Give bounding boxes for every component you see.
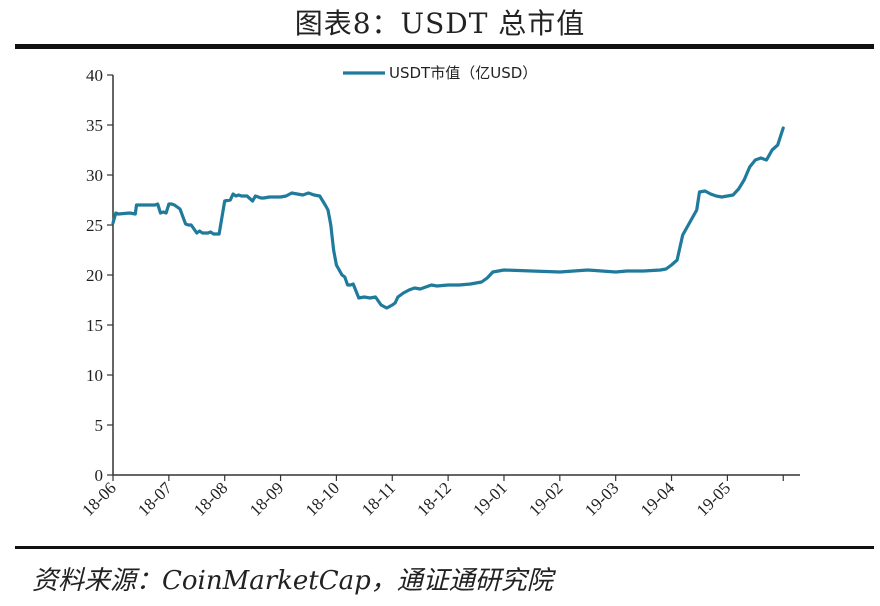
x-tick-label: 18-11 (358, 478, 399, 519)
y-tick-label: 0 (95, 466, 104, 485)
bottom-rule (15, 546, 874, 549)
legend-label: USDT市值（亿USD） (389, 64, 537, 82)
x-tick-label: 18-06 (78, 478, 119, 519)
y-tick-label: 15 (86, 316, 103, 335)
x-tick-label: 18-07 (134, 478, 176, 520)
x-tick-label: 19-03 (581, 478, 622, 519)
series-group (111, 126, 785, 310)
legend: USDT市值（亿USD） (343, 64, 537, 82)
y-tick-label: 25 (86, 216, 103, 235)
x-axis: 18-06 18-07 18-08 18-09 18-10 18-11 18-12 19-01… (78, 474, 800, 520)
x-tick-label: 18-09 (246, 478, 287, 519)
source-note: 资料来源：CoinMarketCap，通证通研究院 (32, 566, 553, 596)
x-tick-label: 19-02 (525, 478, 566, 519)
x-tick-label: 18-08 (190, 478, 231, 519)
x-tick-label: 18-12 (413, 478, 454, 519)
y-tick-label: 20 (86, 266, 103, 285)
y-axis: 0 5 10 15 20 25 30 35 40 (86, 66, 114, 485)
y-tick-label: 30 (86, 166, 103, 185)
top-rule (15, 44, 874, 49)
series-line-usdt-market-cap (111, 126, 785, 310)
y-tick-label: 35 (86, 116, 103, 135)
x-tick-label: 19-01 (469, 478, 510, 519)
chart-title: 图表8：USDT 总市值 (294, 7, 586, 40)
y-tick-label: 40 (86, 66, 103, 85)
x-tick-label: 19-05 (693, 478, 734, 519)
x-tick-label: 18-10 (302, 478, 343, 519)
y-tick-label: 10 (86, 366, 103, 385)
y-tick-label: 5 (95, 416, 104, 435)
x-tick-label: 19-04 (637, 478, 679, 520)
